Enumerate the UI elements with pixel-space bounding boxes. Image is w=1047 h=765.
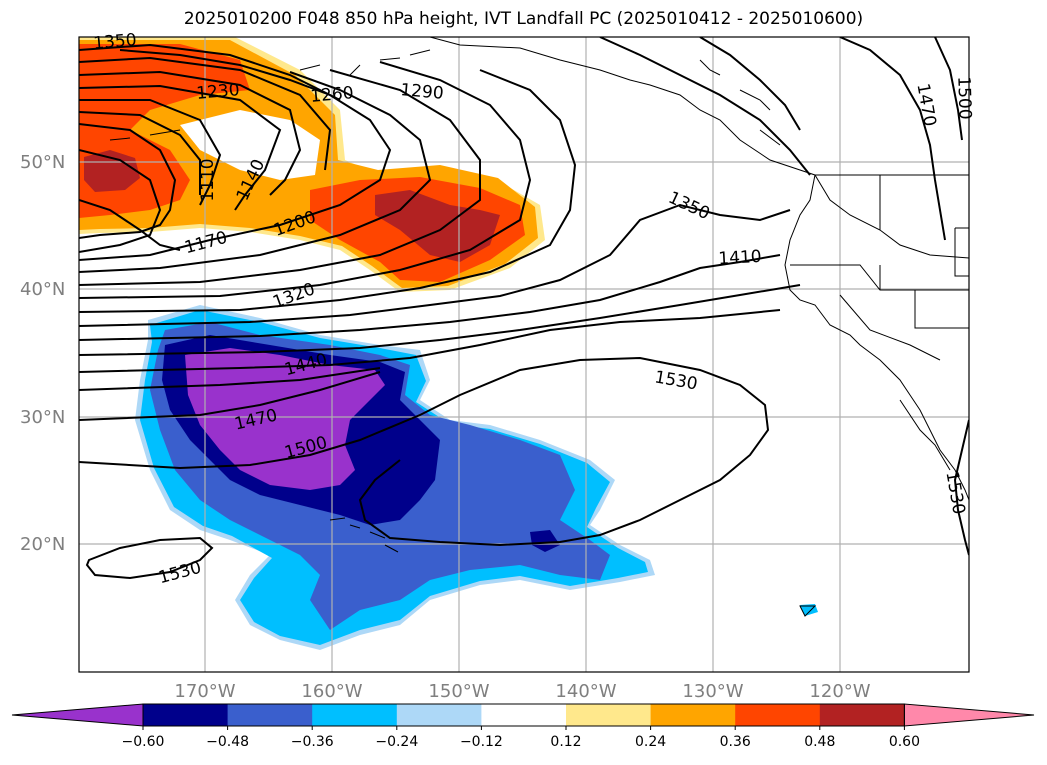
colorbar-swatch (566, 704, 652, 726)
colorbar-swatch (143, 704, 229, 726)
colorbar-tick-label: −0.48 (206, 734, 249, 750)
colorbar-swatch (396, 704, 482, 726)
latitude-labels: 50°N 40°N 30°N 20°N (20, 152, 65, 555)
contour-label: 1260 (310, 83, 355, 107)
lat-label: 40°N (20, 279, 65, 300)
contour-label: 1110 (198, 158, 218, 201)
colorbar-tick-label: 0.36 (720, 734, 751, 750)
contour-label: 1290 (400, 80, 445, 104)
contour-label: 1350 (93, 30, 138, 54)
colorbar-extend-high (903, 703, 1035, 727)
coastlines (109, 37, 969, 617)
contour-label: 1230 (196, 80, 241, 104)
lon-label: 160°W (301, 681, 362, 702)
colorbar-tick-label: −0.60 (122, 734, 165, 750)
colorbar-extend-low (11, 703, 144, 727)
colorbar-tick-label: 0.12 (550, 734, 581, 750)
lon-label: 120°W (809, 681, 870, 702)
colorbar-swatch (312, 704, 398, 726)
contour-label: 1500 (953, 76, 974, 120)
colorbar-swatch (819, 704, 905, 726)
lat-label: 50°N (20, 152, 65, 173)
colorbar-tick-label: −0.36 (291, 734, 334, 750)
colorbar-tick-label: 0.48 (804, 734, 835, 750)
colorbar-tick-label: 0.60 (889, 734, 920, 750)
lat-label: 30°N (20, 407, 65, 428)
lon-label: 140°W (555, 681, 616, 702)
map-title: 2025010200 F048 850 hPa height, IVT Land… (183, 9, 864, 29)
lon-label: 150°W (428, 681, 489, 702)
colorbar-tick-label: 0.24 (635, 734, 666, 750)
lat-label: 20°N (20, 534, 65, 555)
colorbar-swatch (735, 704, 821, 726)
positive-anomaly-shading (79, 37, 545, 292)
colorbar-swatch (650, 704, 736, 726)
colorbar-tick-label: −0.24 (375, 734, 418, 750)
lon-label: 170°W (174, 681, 235, 702)
map-frame (78, 36, 970, 673)
colorbar: −0.60 −0.48 −0.36 −0.24 −0.12 0.12 0.24 0.36 0.4… (11, 703, 1035, 750)
contour-label: 1410 (718, 247, 762, 269)
longitude-labels: 170°W 160°W 150°W 140°W 130°W 120°W (174, 681, 870, 702)
height-contours (79, 37, 969, 580)
colorbar-swatch (481, 704, 567, 726)
lon-label: 130°W (682, 681, 743, 702)
colorbar-outline (142, 703, 905, 727)
colorbar-swatch (227, 704, 313, 726)
map-area (79, 37, 969, 672)
colorbar-tick-label: −0.12 (460, 734, 503, 750)
